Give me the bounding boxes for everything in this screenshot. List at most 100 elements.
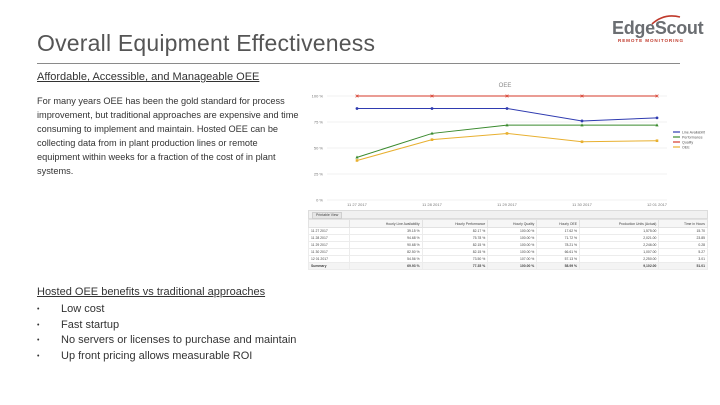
benefit-item: • Up front pricing allows measurable ROI — [37, 349, 296, 365]
table-cell: 100.00 % — [487, 241, 538, 249]
benefit-item: • No servers or licenses to purchase and … — [37, 333, 296, 349]
table-cell: 100.00 % — [487, 248, 538, 256]
legend-label[interactable]: OEE — [682, 145, 690, 149]
title-divider — [37, 63, 680, 64]
table-cell: 11 30 2017 — [307, 248, 351, 256]
table-cell: 1,007.00 — [579, 248, 660, 256]
data-point — [655, 116, 659, 120]
legend-label[interactable]: Line Availability — [682, 130, 707, 134]
oee-chart-svg: OEE 0 % 25 % 50 % 75 % 100 % 11 27 2017 11 28 … — [312, 83, 707, 207]
x-tick-label: 11 29 2017 — [497, 202, 517, 207]
table-cell: 54.56 % — [349, 255, 423, 263]
data-point — [430, 138, 434, 141]
data-point — [430, 131, 434, 135]
data-point — [505, 132, 509, 135]
data-point — [430, 107, 434, 110]
oee-data-table: Printable View Hourly Line Availability H… — [307, 210, 708, 270]
subheading: Affordable, Accessible, and Manageable O… — [37, 71, 260, 83]
table-row: 11 27 2017 39.15 % 82.17 % 100.00 % 17.62 % 1… — [307, 227, 708, 235]
table-cell: 11 27 2017 — [307, 227, 351, 235]
table-cell: 12 01 2017 — [307, 255, 351, 263]
table-header-row: Hourly Line Availability Hourly Performan… — [307, 219, 708, 228]
table-header-cell: Hourly Line Availability — [349, 219, 423, 228]
table-header-cell: Production Units (Actual) — [579, 219, 660, 228]
benefit-text: Low cost — [61, 303, 105, 315]
table-cell: 82.15 % — [421, 241, 489, 249]
body-paragraph: For many years OEE has been the gold sta… — [37, 96, 299, 176]
y-tick-label: 25 % — [314, 172, 324, 177]
table-cell: 100.00 % — [487, 227, 538, 235]
benefit-item: • Low cost — [37, 302, 296, 318]
table-cell: 82.50 % — [349, 248, 423, 256]
data-point — [655, 94, 659, 98]
table-cell: 78.21 % — [536, 241, 581, 249]
table-cell: 9,102.00 — [579, 262, 660, 270]
table-cell: 69.93 % — [349, 262, 423, 270]
benefits-heading: Hosted OEE benefits vs traditional appro… — [37, 286, 266, 298]
table-cell: 82.17 % — [421, 227, 489, 235]
table-cell: 71.72 % — [536, 234, 581, 242]
table-cell: 11 28 2017 — [307, 234, 351, 242]
table-toolbar: Printable View — [308, 210, 708, 219]
table-cell: 90.68 % — [349, 241, 423, 249]
bullet-icon: • — [37, 337, 40, 344]
table-cell: 2,021.00 — [579, 234, 660, 242]
table-cell: 107.00 % — [487, 255, 538, 263]
legend-label[interactable]: Performance — [682, 135, 703, 139]
y-tick-label: 75 % — [314, 120, 324, 125]
table-cell: 3.01 — [658, 255, 708, 263]
table-cell: 0.28 — [658, 241, 708, 249]
data-point — [580, 119, 584, 123]
table-cell: 17.62 % — [536, 227, 581, 235]
data-point — [355, 94, 359, 98]
table-cell: Summary — [307, 262, 351, 270]
data-point — [655, 123, 659, 127]
y-tick-label: 100 % — [312, 94, 324, 99]
oee-chart: OEE 0 % 25 % 50 % 75 % 100 % 11 27 2017 11 28 … — [305, 78, 707, 208]
table-header-cell: Hourly Performance — [421, 219, 489, 228]
benefits-list: • Low cost • Fast startup • No servers or lic… — [37, 302, 296, 364]
edgescout-logo: EdgeScout REMOTE MONITORING — [604, 15, 714, 48]
table-cell: 75.78 % — [421, 234, 489, 242]
table-cell: 23.85 — [658, 234, 708, 242]
data-point — [505, 94, 509, 98]
table-header-cell: Hourly Quality — [487, 219, 538, 228]
legend-label[interactable]: Quality — [682, 140, 693, 144]
table-cell: 57.13 % — [536, 255, 581, 263]
bullet-icon: • — [37, 321, 40, 329]
table-cell: 1,575.00 — [579, 227, 660, 235]
table-cell: 39.15 % — [349, 227, 423, 235]
x-tick-label: 11 27 2017 — [347, 202, 367, 207]
printable-view-button[interactable]: Printable View — [312, 212, 343, 219]
benefit-item: • Fast startup — [37, 318, 296, 334]
logo-name-scout: Scout — [654, 18, 704, 38]
table-cell: 58.99 % — [536, 262, 581, 270]
x-tick-label: 11 30 2017 — [572, 202, 592, 207]
x-tick-label: 11 28 2017 — [422, 202, 442, 207]
benefit-text: No servers or licenses to purchase and m… — [61, 334, 297, 346]
data-point — [505, 107, 509, 110]
benefit-text: Up front pricing allows measurable ROI — [61, 349, 253, 362]
x-tick-label: 12 01 2017 — [647, 202, 668, 207]
chart-title: OEE — [499, 83, 512, 89]
table-cell: 94.68 % — [349, 234, 423, 242]
slide-title: Overall Equipment Effectiveness — [37, 30, 376, 56]
benefit-text: Fast startup — [61, 318, 120, 331]
table-cell: 51.01 — [658, 262, 708, 270]
data-point — [505, 123, 509, 127]
data-point — [580, 123, 584, 127]
oee-table: Hourly Line Availability Hourly Performan… — [307, 219, 708, 270]
table-cell: 100.00 % — [487, 234, 538, 242]
bullet-icon: • — [37, 306, 40, 313]
table-row: 11 28 2017 94.68 % 75.78 % 100.00 % 71.72 % 2… — [307, 234, 708, 242]
data-point — [580, 140, 584, 144]
logo-wordmark: EdgeScout — [612, 18, 704, 39]
table-cell: 15.70 — [658, 227, 708, 235]
table-cell: 2,246.00 — [579, 241, 660, 249]
table-cell: 82.15 % — [421, 248, 489, 256]
logo-arc-icon — [651, 15, 681, 25]
data-point — [355, 159, 359, 162]
data-point — [580, 94, 584, 98]
series-line — [356, 132, 658, 161]
series-line — [357, 107, 658, 122]
